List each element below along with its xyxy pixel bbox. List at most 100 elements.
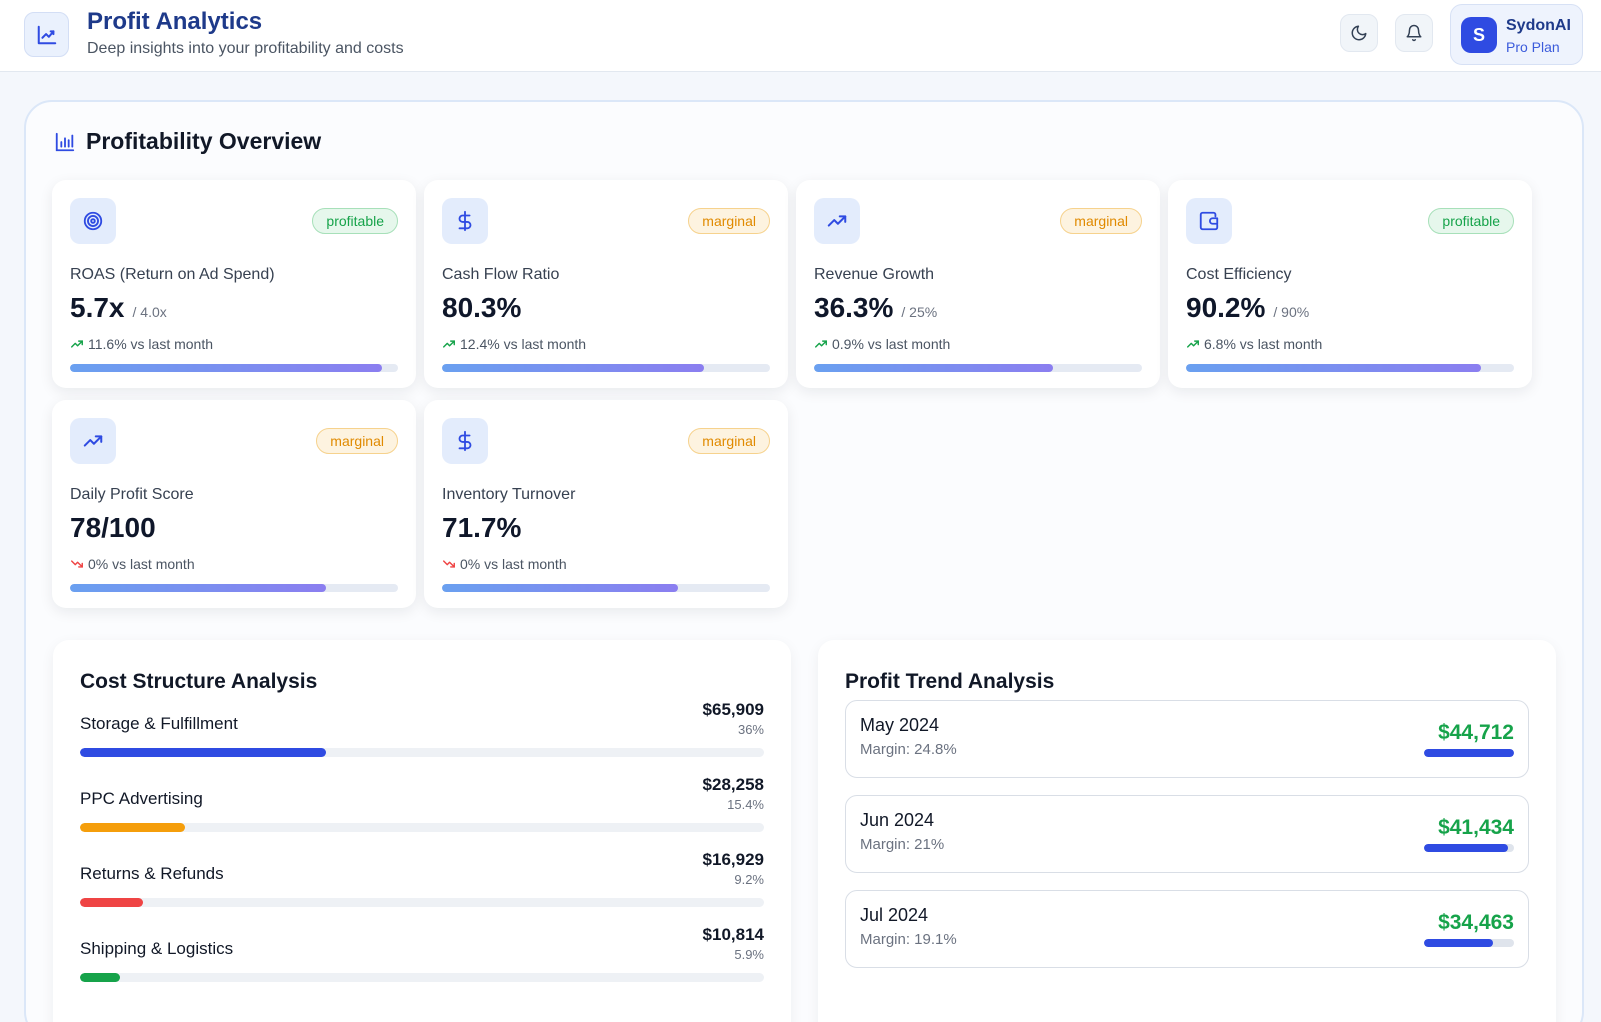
metric-value: 80.3% xyxy=(442,292,522,323)
cost-bar-fill xyxy=(80,973,121,982)
status-badge: profitable xyxy=(1428,208,1514,234)
trend-bar-fill xyxy=(1424,939,1494,947)
cost-name: Returns & Refunds xyxy=(80,864,224,883)
avatar: S xyxy=(1461,17,1497,53)
metric-change-text: 6.8% vs last month xyxy=(1204,336,1323,352)
metric-change: 12.4% vs last month xyxy=(442,336,586,352)
profit-trend-panel: Profit Trend Analysis May 2024 Margin: 24… xyxy=(818,640,1556,1022)
metric-value: 36.3% xyxy=(814,292,894,323)
metric-value-row: 78/100 xyxy=(70,512,164,544)
metric-value-row: 5.7x / 4.0x xyxy=(70,292,167,324)
wallet-icon xyxy=(1186,198,1232,244)
theme-toggle-button[interactable] xyxy=(1340,14,1378,52)
cost-percent: 5.9% xyxy=(734,947,764,962)
metric-target: / 25% xyxy=(901,304,938,320)
metric-value: 78/100 xyxy=(70,512,156,543)
metric-progress-fill xyxy=(814,364,1054,372)
trend-down-icon xyxy=(443,560,455,568)
metric-card[interactable]: marginal Daily Profit Score 78/100 0% vs la… xyxy=(52,400,416,608)
cost-structure-panel: Cost Structure Analysis Storage & Fulfil… xyxy=(53,640,791,1022)
metric-progress-fill xyxy=(442,584,679,592)
metric-label: Cash Flow Ratio xyxy=(442,266,560,283)
metric-value-row: 90.2% / 90% xyxy=(1186,292,1309,324)
status-badge: marginal xyxy=(316,428,398,454)
metric-value-row: 36.3% / 25% xyxy=(814,292,937,324)
trend-bar-fill xyxy=(1424,749,1514,757)
metric-card[interactable]: marginal Cash Flow Ratio 80.3% 12.4% vs las… xyxy=(424,180,788,388)
cost-bar-fill xyxy=(80,748,327,757)
cost-name: PPC Advertising xyxy=(80,789,203,808)
metric-value-row: 80.3% xyxy=(442,292,529,324)
trend-bar xyxy=(1424,939,1514,947)
cost-amount: $28,258 xyxy=(702,775,764,794)
metric-change-text: 11.6% vs last month xyxy=(88,336,214,352)
trend-month: Jun 2024 xyxy=(860,810,935,830)
cost-percent: 9.2% xyxy=(734,872,764,887)
metric-card[interactable]: profitable Cost Efficiency 90.2% / 90% 6.8% … xyxy=(1168,180,1532,388)
user-plan: Pro Plan xyxy=(1506,39,1560,55)
trend-month: Jul 2024 xyxy=(860,905,929,925)
metric-value: 71.7% xyxy=(442,512,522,543)
bar-chart-icon xyxy=(55,132,75,151)
trend-row[interactable]: May 2024 Margin: 24.8% $44,712 xyxy=(845,700,1529,778)
metric-label: Daily Profit Score xyxy=(70,486,194,503)
metric-progress-bar xyxy=(442,584,770,592)
section-header: Profitability Overview xyxy=(54,128,321,155)
trend-profit: $34,463 xyxy=(1438,911,1514,934)
metric-card[interactable]: marginal Inventory Turnover 71.7% 0% vs las… xyxy=(424,400,788,608)
metric-change-text: 0% vs last month xyxy=(88,556,195,572)
cost-amount: $10,814 xyxy=(702,925,764,944)
metric-progress-fill xyxy=(1186,364,1482,372)
metric-target: / 4.0x xyxy=(132,304,167,320)
metric-value: 90.2% xyxy=(1186,292,1266,323)
trend-margin: Margin: 21% xyxy=(860,836,945,853)
metric-change-text: 12.4% vs last month xyxy=(460,336,587,352)
metric-progress-fill xyxy=(70,364,382,372)
metric-label: Revenue Growth xyxy=(814,266,935,283)
metric-target: / 90% xyxy=(1273,304,1310,320)
trend-up-icon xyxy=(1187,340,1199,348)
metric-change-text: 0% vs last month xyxy=(460,556,567,572)
status-badge: marginal xyxy=(688,428,770,454)
metric-label: Cost Efficiency xyxy=(1186,266,1292,283)
section-title: Profitability Overview xyxy=(86,128,322,154)
dollar-icon xyxy=(442,198,488,244)
metric-value-row: 71.7% xyxy=(442,512,529,544)
cost-name: Shipping & Logistics xyxy=(80,939,234,958)
metric-progress-fill xyxy=(442,364,705,372)
trend-bar-fill xyxy=(1424,844,1508,852)
trend-month: May 2024 xyxy=(860,715,940,735)
status-badge: marginal xyxy=(688,208,770,234)
cost-row: Storage & Fulfillment $65,909 36% xyxy=(80,700,764,770)
moon-icon xyxy=(1351,25,1367,41)
metric-progress-bar xyxy=(1186,364,1514,372)
metric-value: 5.7x xyxy=(70,292,125,323)
trend-row[interactable]: Jun 2024 Margin: 21% $41,434 xyxy=(845,795,1529,873)
metric-card[interactable]: profitable ROAS (Return on Ad Spend) 5.7x /… xyxy=(52,180,416,388)
trend-row[interactable]: Jul 2024 Margin: 19.1% $34,463 xyxy=(845,890,1529,968)
metric-progress-bar xyxy=(442,364,770,372)
profit-trend-title: Profit Trend Analysis xyxy=(845,670,1055,693)
cost-amount: $65,909 xyxy=(702,700,764,719)
notifications-button[interactable] xyxy=(1395,14,1433,52)
metric-progress-bar xyxy=(70,364,398,372)
cost-percent: 36% xyxy=(737,722,764,737)
trending-up-icon xyxy=(814,198,860,244)
metric-change-text: 0.9% vs last month xyxy=(832,336,951,352)
chart-line-icon xyxy=(24,12,69,57)
metric-label: ROAS (Return on Ad Spend) xyxy=(70,266,275,283)
trend-margin: Margin: 24.8% xyxy=(860,741,957,758)
cost-structure-title: Cost Structure Analysis xyxy=(80,670,318,693)
cost-row: Returns & Refunds $16,929 9.2% xyxy=(80,850,764,920)
metric-card[interactable]: marginal Revenue Growth 36.3% / 25% 0.9% vs … xyxy=(796,180,1160,388)
cost-bar xyxy=(80,748,764,757)
metric-change: 0.9% vs last month xyxy=(814,336,950,352)
target-icon xyxy=(70,198,116,244)
app-title: Profit Analytics xyxy=(87,8,263,35)
bell-icon xyxy=(1406,24,1422,42)
app-subtitle: Deep insights into your profitability an… xyxy=(87,40,404,57)
trend-up-icon xyxy=(443,340,455,348)
cost-row: Shipping & Logistics $10,814 5.9% xyxy=(80,925,764,995)
cost-bar-fill xyxy=(80,898,143,907)
user-menu[interactable]: S SydonAI Pro Plan xyxy=(1450,4,1583,65)
